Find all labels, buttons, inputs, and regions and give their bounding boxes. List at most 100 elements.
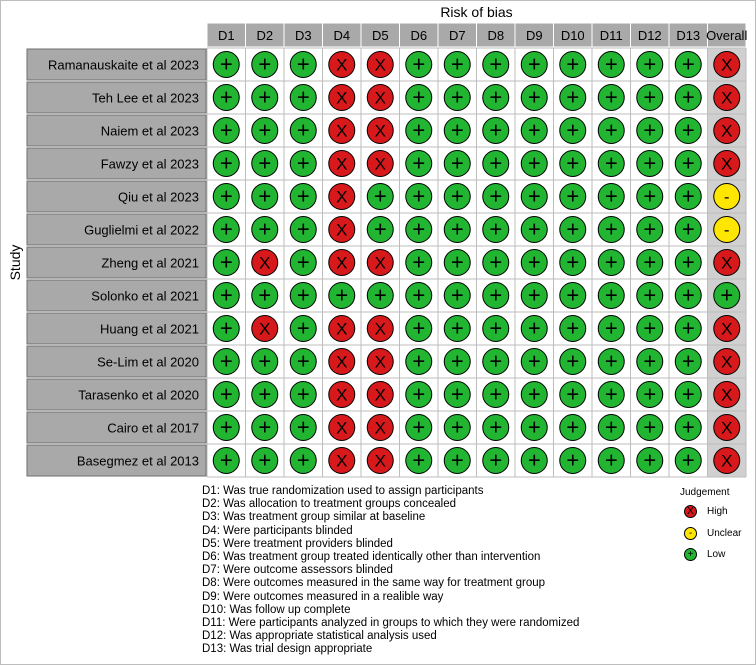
- judgement-symbol: +: [605, 151, 618, 176]
- judgement-low-circle: [212, 381, 240, 408]
- judgement-symbol: +: [528, 250, 541, 275]
- judgement-symbol: +: [528, 118, 541, 143]
- judgement-symbol: X: [721, 155, 732, 174]
- judgement-low-circle: [674, 216, 702, 243]
- judgement-symbol: +: [412, 151, 425, 176]
- judgement-low-circle: [520, 282, 548, 309]
- judgement-symbol: +: [297, 52, 310, 77]
- judgement-symbol: +: [528, 316, 541, 341]
- judgement-symbol: +: [566, 118, 579, 143]
- judgement-symbol: +: [643, 52, 656, 77]
- judgement-symbol: +: [220, 52, 233, 77]
- judgement-low-circle: [559, 51, 587, 78]
- judgement-symbol: +: [566, 283, 579, 308]
- judgement-low-circle: [482, 183, 510, 210]
- judgement-symbol: +: [297, 415, 310, 440]
- judgement-symbol: +: [643, 283, 656, 308]
- judgement-low-circle: [559, 282, 587, 309]
- judgement-symbol: +: [605, 85, 618, 110]
- judgement-high-circle: [251, 315, 279, 342]
- column-header-d8: D8: [487, 28, 504, 43]
- judgement-low-circle: [328, 282, 356, 309]
- judgement-low-circle: [443, 348, 471, 375]
- column-header-d5: D5: [372, 28, 389, 43]
- chart-title: Risk of bias: [440, 4, 512, 20]
- study-label: Cairo et al 2017: [107, 421, 199, 436]
- judgement-high-circle: [328, 84, 356, 111]
- judgement-low-circle: [713, 282, 741, 309]
- judgement-symbol: +: [297, 349, 310, 374]
- judgement-low-circle: [366, 282, 394, 309]
- judgement-symbol: +: [682, 250, 695, 275]
- study-label-bg: [26, 147, 207, 180]
- judgement-symbol: +: [682, 151, 695, 176]
- judgement-symbol: X: [721, 419, 732, 438]
- judgement-low-circle: [482, 315, 510, 342]
- judgement-low-circle: [674, 150, 702, 177]
- column-header-d10: D10: [561, 28, 585, 43]
- study-label-bg: [26, 246, 207, 279]
- judgement-low-circle: [520, 414, 548, 441]
- judgement-low-circle: [559, 447, 587, 474]
- risk-of-bias-chart: Risk of bias Study D1 D2 D3 D4 D5 D6 D7 D8 D9 D10 D1…: [7, 4, 747, 478]
- judgement-low-circle: [405, 447, 433, 474]
- judgement-symbol: +: [220, 118, 233, 143]
- domain-legend-d1: D1: Was true randomization used to assig…: [202, 485, 484, 497]
- judgement-symbol: +: [643, 448, 656, 473]
- judgement-low-circle: [636, 216, 664, 243]
- judgement-low-circle: [251, 414, 279, 441]
- judgement-low-circle: [405, 381, 433, 408]
- judgement-symbol: +: [412, 349, 425, 374]
- judgement-symbol: +: [566, 217, 579, 242]
- judgement-low-circle: [289, 348, 317, 375]
- judgement-low-circle: [251, 117, 279, 144]
- column-header-bg: [591, 22, 631, 48]
- judgement-low-circle: [674, 348, 702, 375]
- judgement-high-circle: [366, 315, 394, 342]
- judgement-symbol: X: [336, 155, 347, 174]
- judgement-symbol: +: [528, 151, 541, 176]
- judgement-low-circle: [482, 381, 510, 408]
- judgement-symbol: +: [605, 283, 618, 308]
- study-label: Ramanauskaite et al 2023: [48, 58, 199, 73]
- column-header-d2: D2: [256, 28, 273, 43]
- judgement-high-circle: [366, 84, 394, 111]
- judgement-low-circle: [520, 447, 548, 474]
- judgement-low-circle: [482, 84, 510, 111]
- judgement-symbol: +: [643, 316, 656, 341]
- judgement-symbol: +: [682, 85, 695, 110]
- judgement-symbol: +: [220, 184, 233, 209]
- judgement-symbol: +: [682, 184, 695, 209]
- study-label: Qiu et al 2023: [118, 190, 199, 205]
- judgement-low-circle: [597, 249, 625, 276]
- judgement-symbol: +: [643, 217, 656, 242]
- study-label: Zheng et al 2021: [101, 256, 199, 271]
- domain-legend-d2: D2: Was allocation to treatment groups c…: [202, 498, 456, 511]
- judgement-symbol: +: [489, 52, 502, 77]
- judgement-low-circle: [251, 183, 279, 210]
- judgement-symbol: +: [412, 52, 425, 77]
- judgement-symbol: X: [336, 221, 347, 240]
- judgement-symbol: +: [451, 316, 464, 341]
- judgement-symbol: +: [489, 382, 502, 407]
- judgement-low-circle: [443, 51, 471, 78]
- judgement-low-circle: [289, 51, 317, 78]
- judgement-symbol: +: [297, 118, 310, 143]
- judgement-low-circle: [366, 216, 394, 243]
- domain-legend-d8: D8: Were outcomes measured in the same w…: [202, 577, 546, 590]
- judgement-low-circle: [443, 84, 471, 111]
- judgement-low-circle: [520, 150, 548, 177]
- judgement-symbol: +: [528, 448, 541, 473]
- judgement-low-circle: [443, 315, 471, 342]
- judgement-low-circle: [482, 249, 510, 276]
- judgement-symbol: +: [451, 250, 464, 275]
- study-label-bg: [26, 345, 207, 378]
- judgement-symbol: +: [643, 349, 656, 374]
- judgement-low-circle: [597, 216, 625, 243]
- judgement-symbol: X: [721, 89, 732, 108]
- judgement-low-circle: [289, 381, 317, 408]
- judgement-symbol: X: [721, 386, 732, 405]
- judgement-low-circle: [597, 150, 625, 177]
- judgement-symbol: +: [297, 151, 310, 176]
- judgement-low-circle: [212, 150, 240, 177]
